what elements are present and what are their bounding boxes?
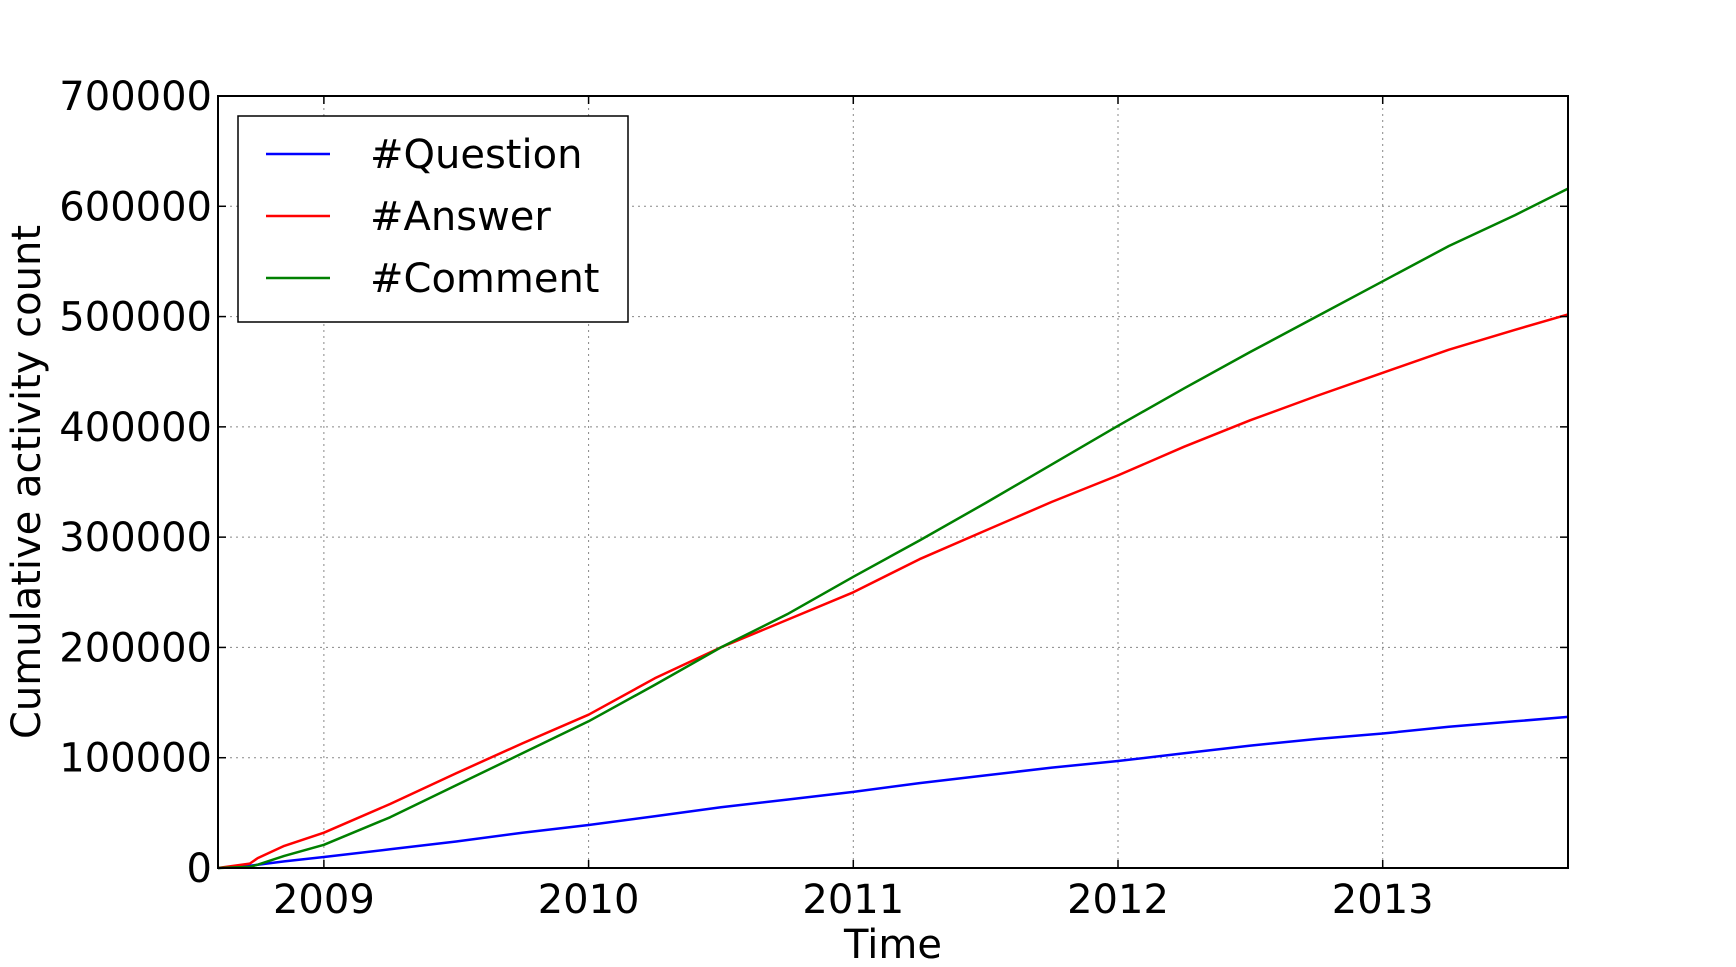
- y-tick-label: 400000: [59, 405, 212, 451]
- y-tick-label: 0: [187, 846, 212, 892]
- series-line-comment: [217, 187, 1569, 870]
- legend-label-comment: #Comment: [370, 256, 600, 302]
- legend: #Question #Answer #Comment: [237, 115, 629, 323]
- x-axis-label: Time: [843, 922, 942, 962]
- legend-label-answer: #Answer: [370, 194, 551, 240]
- y-tick-label: 700000: [59, 74, 212, 120]
- y-tick-label: 200000: [59, 625, 212, 671]
- plot-frame: [217, 95, 1569, 869]
- y-tick-label: 500000: [59, 295, 212, 341]
- x-tick-label: 2010: [538, 877, 640, 923]
- series-line-question: [217, 715, 1569, 870]
- y-axis-label: Cumulative activity count: [4, 225, 50, 739]
- grid: [218, 95, 1568, 869]
- x-tick-label: 2009: [273, 877, 375, 923]
- series-line-answer: [217, 313, 1569, 870]
- legend-box: [237, 115, 629, 323]
- x-tick-label: 2011: [802, 877, 904, 923]
- y-tick-label: 100000: [59, 736, 212, 782]
- plot-lines: [217, 187, 1569, 870]
- x-tick-label: 2012: [1067, 877, 1169, 923]
- x-tick-label: 2013: [1332, 877, 1434, 923]
- legend-label-question: #Question: [370, 132, 582, 178]
- y-tick-label: 600000: [59, 184, 212, 230]
- axis-ticks: 2009 2010 2011 2012 2013 0 100000 200000 300000 4…: [59, 74, 1568, 923]
- y-tick-label: 300000: [59, 515, 212, 561]
